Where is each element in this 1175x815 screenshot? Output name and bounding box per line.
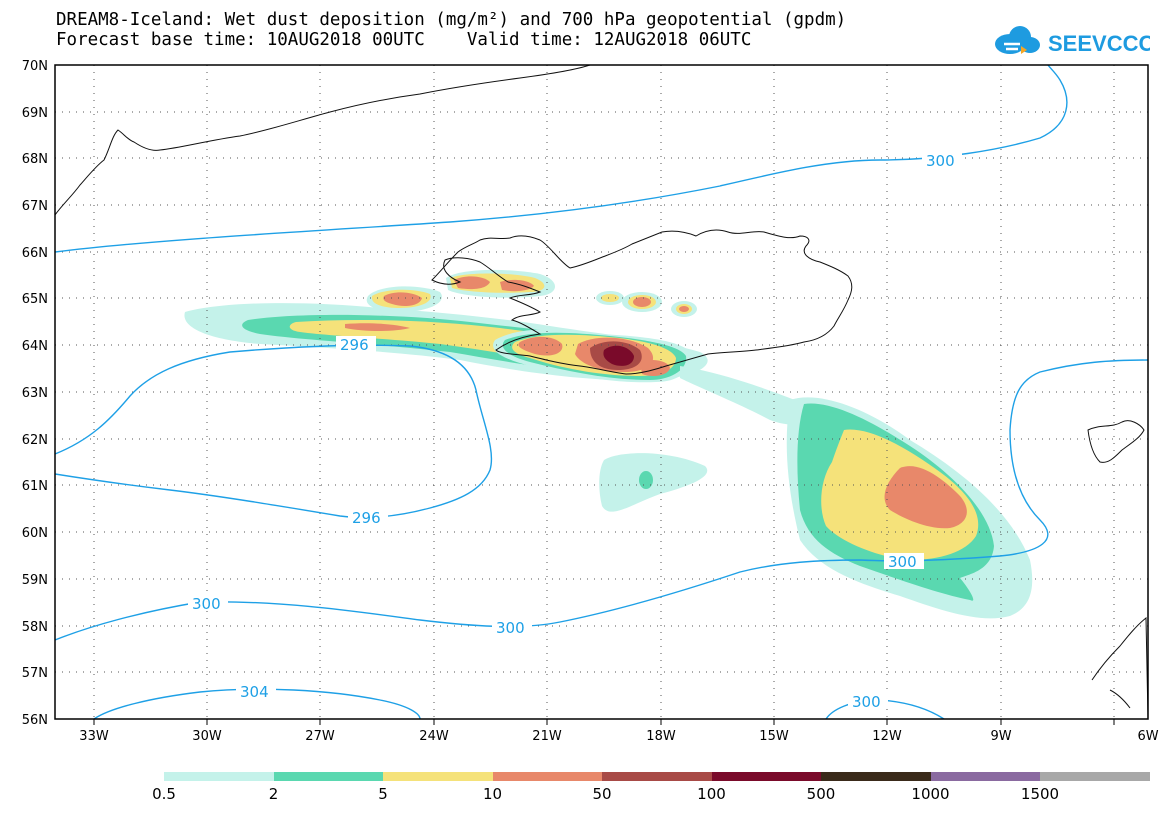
graticule xyxy=(55,65,1148,719)
svg-text:27W: 27W xyxy=(305,729,335,744)
latitude-labels: 70N 69N 68N 67N 66N 65N 64N 63N 62N 61N … xyxy=(22,59,48,728)
faroe-coast xyxy=(1087,420,1145,463)
svg-text:58N: 58N xyxy=(22,620,48,635)
iceland-coast xyxy=(431,229,853,375)
svg-text:68N: 68N xyxy=(22,152,48,167)
dust-mid-2 xyxy=(639,471,653,489)
svg-text:67N: 67N xyxy=(22,199,48,214)
svg-text:65N: 65N xyxy=(22,292,48,307)
dust-core-10c xyxy=(640,360,670,376)
svg-text:304: 304 xyxy=(240,683,269,701)
svg-text:62N: 62N xyxy=(22,433,48,448)
seevccc-logo: SEEVCCC xyxy=(995,26,1150,56)
deposition-field xyxy=(184,269,1033,619)
svg-text:60N: 60N xyxy=(22,526,48,541)
greenland-coast xyxy=(55,65,591,216)
cloud-icon xyxy=(995,26,1040,54)
legend-swatch xyxy=(383,772,493,781)
svg-text:21W: 21W xyxy=(532,729,562,744)
legend-swatch xyxy=(711,772,822,781)
legend-label: 0.5 xyxy=(152,785,176,803)
dust-se-10 xyxy=(884,466,967,529)
logo-text: SEEVCCC xyxy=(1048,31,1150,56)
legend-swatch xyxy=(821,772,931,781)
legend-swatch xyxy=(1040,772,1150,781)
svg-text:56N: 56N xyxy=(22,713,48,728)
svg-text:64N: 64N xyxy=(22,339,48,354)
svg-text:300: 300 xyxy=(888,553,917,571)
map-title: DREAM8-Iceland: Wet dust deposition (mg/… xyxy=(56,10,847,30)
scotland-coast xyxy=(1091,616,1148,719)
svg-text:61N: 61N xyxy=(22,479,48,494)
legend-swatch xyxy=(273,772,384,781)
geopotential-contours xyxy=(55,65,1148,719)
svg-text:59N: 59N xyxy=(22,573,48,588)
svg-text:57N: 57N xyxy=(22,666,48,681)
legend-swatch xyxy=(602,772,712,781)
longitude-labels: 33W 30W 27W 24W 21W 18W 15W 12W 9W 6W xyxy=(79,729,1158,744)
contour-300-south xyxy=(55,359,1148,641)
coastlines xyxy=(55,65,1148,719)
svg-text:9W: 9W xyxy=(990,729,1011,744)
svg-text:300: 300 xyxy=(496,619,525,637)
contour-296-loop xyxy=(55,344,493,519)
svg-text:296: 296 xyxy=(352,509,381,527)
dust-core-10a xyxy=(518,336,563,356)
legend-swatch xyxy=(492,772,603,781)
legend-label: 50 xyxy=(592,785,612,803)
legend-label: 1500 xyxy=(1020,785,1060,803)
svg-text:33W: 33W xyxy=(79,729,109,744)
legend-swatch xyxy=(930,772,1041,781)
legend-label: 2 xyxy=(268,785,279,803)
legend-label: 1000 xyxy=(911,785,950,803)
dust-mid-0.5 xyxy=(599,453,708,512)
dust-tail-0.5 xyxy=(680,366,817,425)
plot-frame xyxy=(54,64,1149,720)
svg-text:12W: 12W xyxy=(872,729,902,744)
svg-text:300: 300 xyxy=(192,595,221,613)
svg-text:66N: 66N xyxy=(22,246,48,261)
legend-label: 500 xyxy=(806,785,836,803)
svg-text:296: 296 xyxy=(340,336,369,354)
svg-text:70N: 70N xyxy=(22,59,48,74)
contour-labels: 300 296 296 300 300 300 304 300 xyxy=(188,152,962,711)
svg-text:30W: 30W xyxy=(192,729,222,744)
svg-text:6W: 6W xyxy=(1137,729,1158,744)
map-subtitle: Forecast base time: 10AUG2018 00UTC Vali… xyxy=(56,30,752,50)
contour-300-north xyxy=(55,65,1068,253)
legend-label: 10 xyxy=(482,785,503,803)
svg-text:15W: 15W xyxy=(759,729,789,744)
dust-blob-a2 xyxy=(383,292,422,306)
dust-core-100 xyxy=(603,345,634,366)
dust-blob-b2b xyxy=(500,279,534,292)
legend-label: 5 xyxy=(378,785,388,803)
svg-text:300: 300 xyxy=(852,693,881,711)
svg-text:18W: 18W xyxy=(646,729,676,744)
tick-marks xyxy=(93,719,1115,725)
dust-plume-10 xyxy=(345,323,410,331)
svg-text:24W: 24W xyxy=(419,729,449,744)
dust-blob-b2a xyxy=(454,276,490,290)
legend-label: 100 xyxy=(697,785,726,803)
svg-text:300: 300 xyxy=(926,152,955,170)
svg-text:69N: 69N xyxy=(22,106,48,121)
svg-text:63N: 63N xyxy=(22,386,48,401)
legend-swatch xyxy=(164,772,274,781)
